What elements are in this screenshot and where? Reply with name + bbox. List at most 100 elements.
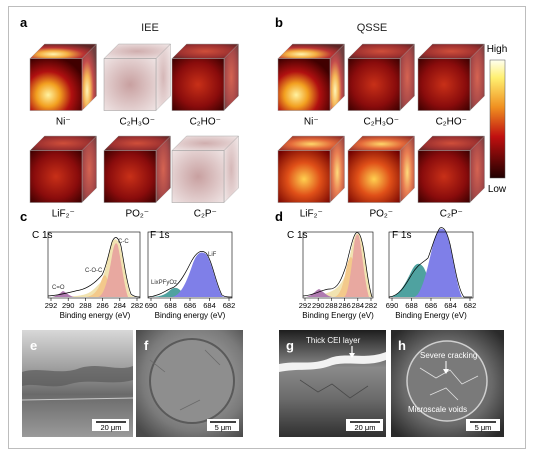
c1s-fit-line-c xyxy=(47,237,141,298)
f1s-fit-line-c xyxy=(147,250,233,298)
f1s-title-c: F 1s xyxy=(150,230,169,241)
ion-label-a-3: LiF₂⁻ xyxy=(52,209,75,220)
panel-label-a: a xyxy=(20,15,28,30)
sem-image-g: g Thick CEI layer 20 μm xyxy=(279,330,386,437)
f1s-ticks-d: 690 688 686 684 682 xyxy=(386,298,477,310)
c-f1s-tick-label-4: 682 xyxy=(223,301,236,310)
c1s-ticks-c: 292 290 288 286 284 282 xyxy=(45,298,144,310)
c1s-label-c-c: C-C xyxy=(118,239,129,245)
f1s-fit-line-d xyxy=(388,227,472,298)
c1s-c-c-peak xyxy=(98,243,128,297)
sem-image-e: e 20 μm xyxy=(21,330,134,437)
d-c1s-tick-label-0: 292 xyxy=(299,301,312,310)
ion-label-a-1: C₂H₃O⁻ xyxy=(120,117,155,128)
c1s-c-c-peak-d xyxy=(344,234,369,297)
ion-label-b-2: C₂HO⁻ xyxy=(436,117,467,128)
d-f1s-tick-label-3: 684 xyxy=(444,301,457,310)
c1s-label-c-o-c: C-O-C xyxy=(85,268,103,274)
c1s-ticks-d: 292 290 288 286 284 282 xyxy=(299,298,378,310)
cube-a-4: PO₂⁻ xyxy=(103,135,172,220)
xlabel-d-left: Binding Energy (eV) xyxy=(302,311,374,320)
f1s-ticks-c: 690 688 686 684 682 xyxy=(145,298,236,310)
scale-bar-f: 5 μm xyxy=(215,423,232,432)
annotation-severe-cracking: Severe cracking xyxy=(420,351,477,360)
ion-label-b-1: C₂H₃O⁻ xyxy=(364,117,399,128)
cube-a-1: C₂H₃O⁻ xyxy=(103,43,172,128)
ion-label-b-0: Ni⁻ xyxy=(304,117,319,128)
tof-sims-cubes: Ni⁻ Ni⁻ C₂H₃O⁻ C₂H₃O⁻ C₂HO⁻ C₂HO⁻ LiF₂⁻ LiF₂⁻ PO… xyxy=(29,43,486,220)
d-c1s-tick-label-3: 286 xyxy=(338,301,351,310)
colorbar-high-label: High xyxy=(487,44,508,55)
d-c1s-tick-label-4: 284 xyxy=(352,301,365,310)
sem-image-f: f 5 μm xyxy=(136,330,243,437)
cube-b-1: C₂H₃O⁻ xyxy=(347,43,416,128)
c1s-c-eq-o-peak-d xyxy=(306,289,332,297)
c-c1s-tick-label-4: 284 xyxy=(114,301,127,310)
c-f1s-tick-label-3: 684 xyxy=(203,301,216,310)
cube-b-5: C₂P⁻ xyxy=(417,135,486,220)
xlabel-c-right: Binding energy (eV) xyxy=(155,311,226,320)
ion-label-a-4: PO₂⁻ xyxy=(125,209,149,220)
c1s-axes-d xyxy=(302,231,374,299)
cube-b-3: LiF₂⁻ xyxy=(277,135,346,220)
colorbar-low-label: Low xyxy=(488,184,507,195)
ion-label-a-2: C₂HO⁻ xyxy=(190,117,221,128)
f1s-label-lif: LiF xyxy=(208,252,217,258)
c1s-title-d: C 1s xyxy=(287,230,308,241)
c-f1s-tick-label-1: 688 xyxy=(164,301,177,310)
xlabel-c-left: Binding energy (eV) xyxy=(60,311,131,320)
xps-c1s-iee: C 1s C-C C-O-C C=O 292 290 288 286 284 282 xyxy=(32,230,143,310)
c-c1s-tick-label-3: 286 xyxy=(96,301,109,310)
f1s-lif-peak xyxy=(172,252,232,297)
cube-a-2: C₂HO⁻ xyxy=(171,43,240,128)
scale-bar-h: 5 μm xyxy=(475,423,492,432)
xlabel-d-right: Binding Energy (eV) xyxy=(395,311,467,320)
scale-bar-g: 20 μm xyxy=(355,423,376,432)
ion-label-b-5: C₂P⁻ xyxy=(440,209,463,220)
xps-f1s-qsse: F 1s 690 688 686 684 682 xyxy=(386,227,477,310)
c-c1s-tick-label-2: 288 xyxy=(79,301,92,310)
cube-a-3: LiF₂⁻ xyxy=(29,135,98,220)
d-f1s-tick-label-1: 688 xyxy=(405,301,418,310)
c-c1s-tick-label-5: 282 xyxy=(131,301,144,310)
c1s-title-c: C 1s xyxy=(32,230,53,241)
panel-label-g: g xyxy=(286,338,294,353)
panel-label-b: b xyxy=(275,15,283,30)
sem-image-h: h Severe cracking Microscale voids 5 μm xyxy=(391,330,504,437)
colorbar xyxy=(489,59,506,179)
annotation-microscale-voids: Microscale voids xyxy=(408,405,467,414)
group-title-qsse: QSSE xyxy=(357,22,388,34)
ion-label-b-3: LiF₂⁻ xyxy=(300,209,323,220)
c1s-label-c-eq-o: C=O xyxy=(52,285,65,291)
panel-label-h: h xyxy=(398,338,406,353)
f1s-lif-peak-d xyxy=(414,228,472,297)
c-c1s-tick-label-1: 290 xyxy=(62,301,75,310)
d-f1s-tick-label-4: 682 xyxy=(464,301,477,310)
ion-label-a-0: Ni⁻ xyxy=(56,117,71,128)
c-c1s-tick-label-0: 292 xyxy=(45,301,58,310)
cube-a-5: C₂P⁻ xyxy=(171,135,240,220)
panel-label-f: f xyxy=(144,338,149,353)
cube-b-4: PO₂⁻ xyxy=(347,135,416,220)
c1s-axes-c xyxy=(47,231,141,299)
d-f1s-tick-label-2: 686 xyxy=(425,301,438,310)
xps-f1s-iee: F 1s LiF LixPFyOz 690 688 686 684 682 xyxy=(145,230,236,310)
f1s-title-d: F 1s xyxy=(392,230,411,241)
annotation-thick-cei: Thick CEI layer xyxy=(306,336,361,345)
c-f1s-tick-label-0: 690 xyxy=(145,301,158,310)
scale-bar-e: 20 μm xyxy=(101,423,122,432)
xps-c1s-qsse: C 1s 292 290 288 286 284 282 xyxy=(287,230,377,310)
ion-label-a-5: C₂P⁻ xyxy=(194,209,217,220)
c1s-fit-line-d xyxy=(302,232,373,298)
c-f1s-tick-label-2: 686 xyxy=(184,301,197,310)
d-c1s-tick-label-2: 288 xyxy=(325,301,338,310)
d-c1s-tick-label-5: 282 xyxy=(365,301,378,310)
cube-b-2: C₂HO⁻ xyxy=(417,43,486,128)
panel-label-e: e xyxy=(30,338,37,353)
ion-label-b-4: PO₂⁻ xyxy=(369,209,393,220)
cube-b-0: Ni⁻ xyxy=(277,43,346,128)
cube-a-0: Ni⁻ xyxy=(29,43,98,128)
group-title-iee: IEE xyxy=(141,22,159,34)
panel-label-c: c xyxy=(20,209,27,224)
